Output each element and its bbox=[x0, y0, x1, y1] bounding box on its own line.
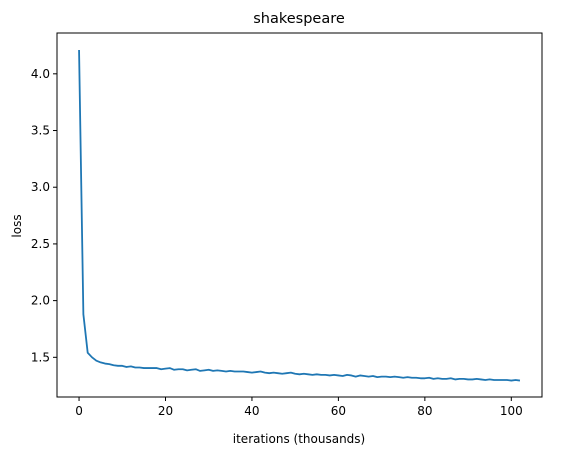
x-axis-ticks: 0 20 40 60 80 100 bbox=[75, 397, 523, 418]
x-tick-label: 80 bbox=[417, 404, 432, 418]
axes-frame bbox=[56, 32, 543, 398]
x-tick-label: 60 bbox=[331, 404, 346, 418]
y-axis-ticks: 1.5 2.0 2.5 3.0 3.5 4.0 bbox=[31, 67, 57, 364]
y-tick-label: 2.0 bbox=[31, 294, 50, 308]
x-tick-label: 20 bbox=[158, 404, 173, 418]
x-tick-label: 40 bbox=[244, 404, 259, 418]
x-axis-label: iterations (thousands) bbox=[233, 432, 365, 446]
x-tick-label: 100 bbox=[500, 404, 523, 418]
y-tick-label: 4.0 bbox=[31, 67, 50, 81]
series-layer bbox=[78, 49, 521, 382]
y-tick-label: 2.5 bbox=[31, 237, 50, 251]
y-axis-label: loss bbox=[10, 214, 24, 237]
loss-series-line bbox=[78, 49, 521, 382]
chart-title: shakespeare bbox=[253, 11, 345, 27]
y-tick-label: 3.5 bbox=[31, 124, 50, 138]
y-tick-label: 1.5 bbox=[31, 350, 50, 364]
y-tick-label: 3.0 bbox=[31, 180, 50, 194]
plot-area: 0 20 40 60 80 100 1.5 2.0 2.5 3.0 3.5 4.0 bbox=[31, 32, 543, 418]
x-tick-label: 0 bbox=[75, 404, 83, 418]
